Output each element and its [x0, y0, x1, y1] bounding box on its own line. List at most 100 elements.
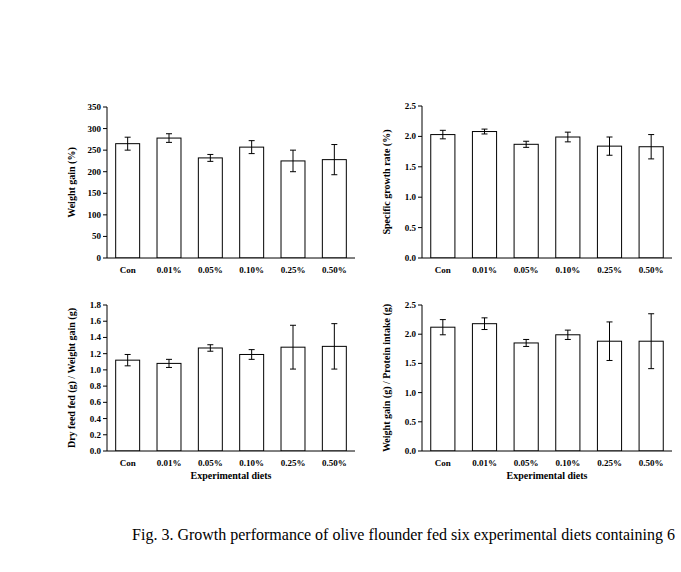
y-tick-label: 1.0 [405, 388, 417, 398]
y-tick [103, 337, 107, 338]
y-axis [107, 305, 108, 451]
error-bar [207, 154, 213, 161]
error-bar [249, 350, 255, 360]
y-tick [418, 197, 422, 198]
y-tick-label: 300 [88, 124, 102, 134]
x-tick-label: 0.10% [239, 265, 264, 275]
y-tick-label: 1.6 [90, 316, 102, 326]
bar [431, 327, 455, 451]
x-tick-label: Con [435, 458, 451, 468]
x-tick-label: 0.25% [597, 458, 622, 468]
x-tick-label: 0.50% [322, 458, 347, 468]
bar [556, 137, 580, 258]
error-bar [290, 325, 296, 369]
y-tick [103, 451, 107, 452]
y-tick-label: 2.0 [405, 131, 417, 141]
error-bar [290, 150, 296, 172]
y-tick [103, 171, 107, 172]
y-tick-label: 0 [97, 253, 102, 263]
x-tick-label: Con [435, 265, 451, 275]
bar [240, 354, 264, 451]
panel: 050100150200250300350Con0.01%0.05%0.10%0… [66, 102, 355, 275]
y-axis [422, 305, 423, 451]
x-axis [107, 258, 355, 259]
x-axis-title: Experimental diets [507, 470, 588, 481]
error-bar [607, 322, 613, 361]
y-tick-label: 100 [88, 210, 102, 220]
x-tick-label: 0.10% [555, 265, 580, 275]
error-bar [482, 129, 488, 134]
x-tick-label: 0.05% [198, 458, 223, 468]
y-tick [103, 150, 107, 151]
error-bar [482, 318, 488, 330]
x-tick-label: 0.01% [157, 265, 182, 275]
bar [514, 144, 538, 258]
error-bar [331, 145, 337, 175]
y-axis [422, 106, 423, 258]
y-tick [418, 106, 422, 107]
y-tick [418, 227, 422, 228]
y-tick [103, 305, 107, 306]
y-tick [103, 128, 107, 129]
error-bar [523, 141, 529, 147]
error-bar [648, 135, 654, 159]
y-tick-label: 0.2 [90, 430, 102, 440]
y-axis-title: Weight gain (%) [66, 147, 78, 218]
bar [556, 335, 580, 451]
x-tick-label: 0.01% [472, 458, 497, 468]
y-tick [103, 258, 107, 259]
x-axis [107, 451, 355, 452]
error-bar [523, 339, 529, 346]
y-tick [103, 402, 107, 403]
panel: 0.00.51.01.52.02.5Con0.01%0.05%0.10%0.25… [381, 300, 672, 481]
x-tick-label: 0.05% [514, 265, 539, 275]
y-tick [103, 107, 107, 108]
y-tick-label: 2.5 [405, 101, 417, 111]
bar [198, 158, 222, 258]
y-tick [103, 369, 107, 370]
panel: 0.00.51.01.52.02.5Con0.01%0.05%0.10%0.25… [381, 101, 672, 275]
x-tick-label: 0.05% [198, 265, 223, 275]
bar [198, 348, 222, 451]
error-bar [249, 141, 255, 154]
y-tick [103, 434, 107, 435]
y-tick-label: 2.5 [405, 300, 417, 310]
x-tick-label: Con [120, 458, 136, 468]
bar [116, 144, 140, 258]
x-axis-title: Experimental diets [191, 470, 272, 481]
y-tick [103, 193, 107, 194]
y-tick [103, 214, 107, 215]
x-tick-label: Con [120, 265, 136, 275]
x-tick-label: 0.50% [322, 265, 347, 275]
y-tick-label: 1.4 [90, 332, 102, 342]
y-tick [418, 258, 422, 259]
error-bar [125, 354, 131, 365]
y-tick [418, 392, 422, 393]
bar [281, 161, 305, 258]
x-tick-label: 0.01% [157, 458, 182, 468]
marks [431, 129, 664, 258]
y-tick-label: 250 [88, 145, 102, 155]
error-bar [166, 359, 172, 367]
chart-canvas: 050100150200250300350Con0.01%0.05%0.10%0… [0, 0, 681, 572]
error-bar [607, 137, 613, 155]
error-bar [440, 130, 446, 139]
y-tick [418, 334, 422, 335]
y-axis [107, 107, 108, 258]
error-bar [565, 330, 571, 339]
y-tick-label: 0.0 [90, 446, 102, 456]
y-tick-label: 200 [88, 167, 102, 177]
bar [431, 135, 455, 258]
y-tick-label: 0.5 [405, 417, 417, 427]
x-tick-label: 0.01% [472, 265, 497, 275]
x-tick-label: 0.10% [239, 458, 264, 468]
error-bar [207, 345, 213, 351]
y-axis-title: Specific growth rate (%) [381, 129, 393, 234]
error-bar [565, 132, 571, 142]
x-tick-label: 0.50% [639, 265, 664, 275]
bar [597, 146, 621, 258]
y-tick-label: 0.0 [405, 253, 417, 263]
y-tick-label: 1.0 [90, 365, 102, 375]
bar [240, 147, 264, 258]
error-bar [440, 320, 446, 335]
